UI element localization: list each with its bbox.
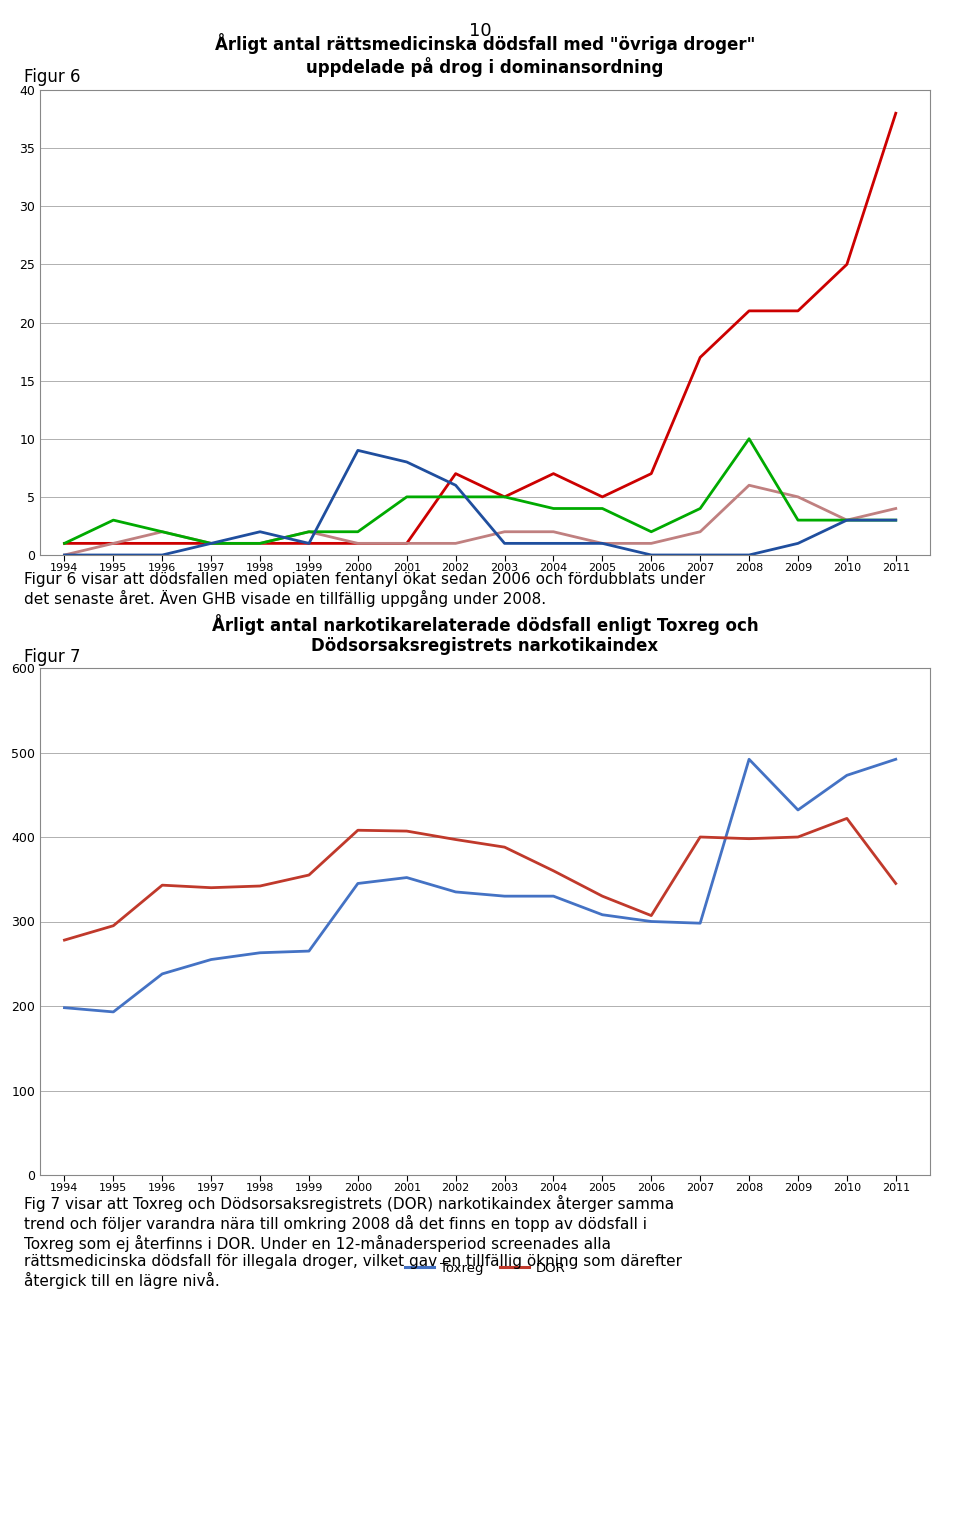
- Title: Årligt antal rättsmedicinska dödsfall med "övriga droger"
uppdelade på drog i do: Årligt antal rättsmedicinska dödsfall me…: [215, 34, 756, 78]
- Legend: Fentanyl, Metamfetamin, GHB, Ecstasy: Fentanyl, Metamfetamin, GHB, Ecstasy: [276, 665, 694, 688]
- Text: Figur 7: Figur 7: [24, 648, 81, 666]
- Text: 10: 10: [468, 21, 492, 40]
- Legend: Toxreg, DOR: Toxreg, DOR: [399, 1257, 570, 1279]
- Text: Figur 6 visar att dödsfallen med opiaten fentanyl ökat sedan 2006 och fördubblat: Figur 6 visar att dödsfallen med opiaten…: [24, 572, 706, 607]
- Title: Årligt antal narkotikarelaterade dödsfall enligt Toxreg och
Dödsorsaksregistrets: Årligt antal narkotikarelaterade dödsfal…: [212, 613, 758, 656]
- Text: Fig 7 visar att Toxreg och Dödsorsaksregistrets (DOR) narkotikaindex återger sam: Fig 7 visar att Toxreg och Dödsorsaksreg…: [24, 1196, 682, 1289]
- Text: Figur 6: Figur 6: [24, 69, 81, 85]
